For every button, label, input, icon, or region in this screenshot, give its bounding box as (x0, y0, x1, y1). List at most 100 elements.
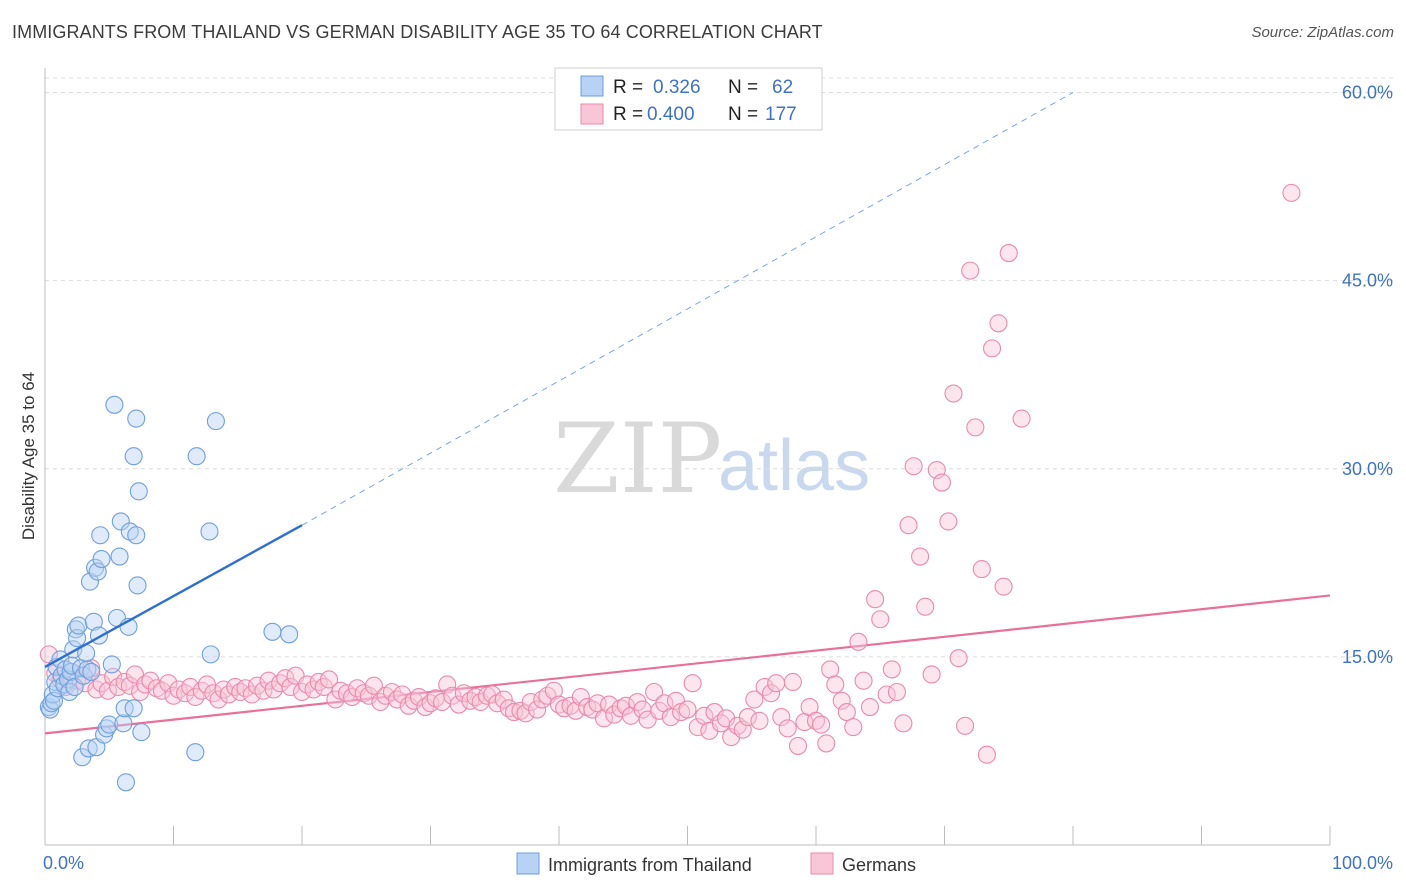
point-germans (544, 681, 563, 700)
point-germans (276, 669, 295, 688)
point-germans (882, 660, 901, 679)
point-thailand (110, 547, 129, 566)
point-germans (871, 610, 890, 629)
point-germans (887, 682, 907, 702)
point-germans (826, 675, 845, 694)
point-germans (812, 715, 831, 734)
point-germans (844, 718, 863, 737)
point-germans (761, 684, 781, 703)
point-germans (982, 339, 1002, 358)
x-tick-label: 100.0% (1332, 853, 1393, 873)
point-germans (504, 703, 524, 722)
point-thailand (132, 723, 151, 742)
point-thailand (82, 662, 101, 681)
point-germans (904, 457, 923, 476)
point-germans (977, 745, 996, 764)
point-germans (894, 714, 913, 733)
point-germans (645, 682, 664, 702)
point-germans (877, 685, 896, 704)
point-germans (922, 665, 941, 684)
point-germans (956, 716, 975, 735)
point-thailand (60, 682, 79, 702)
point-thailand (100, 715, 119, 734)
point-germans (98, 681, 118, 700)
point-thailand (114, 714, 133, 733)
point-germans (1282, 183, 1301, 202)
point-thailand (80, 572, 100, 591)
point-germans (688, 718, 707, 737)
y-axis-title: Disability Age 35 to 64 (19, 372, 38, 540)
point-thailand (91, 526, 110, 545)
point-germans (738, 708, 757, 727)
point-germans (750, 711, 769, 730)
point-germans (494, 690, 513, 709)
y-tick-label: 30.0% (1342, 459, 1393, 479)
stats-legend-n-value-2: 177 (765, 104, 797, 125)
point-thailand (124, 699, 143, 718)
point-germans (972, 560, 991, 579)
point-germans (745, 690, 764, 709)
point-germans (783, 672, 802, 692)
point-germans (516, 704, 535, 723)
stats-legend-r-label-1: R = (613, 77, 643, 98)
point-germans (209, 690, 228, 709)
point-germans (141, 671, 160, 690)
point-germans (454, 684, 473, 703)
point-thailand (69, 616, 88, 635)
trend-line-thailand-extension (301, 92, 1074, 526)
point-germans (438, 675, 457, 694)
point-germans (271, 674, 290, 693)
chart-source: Source: ZipAtlas.com (1251, 24, 1394, 41)
watermark-zip: ZIP (553, 403, 722, 515)
point-germans (949, 649, 968, 668)
trend-line-germans (44, 594, 1331, 735)
chart-title: IMMIGRANTS FROM THAILAND VS GERMAN DISAB… (12, 22, 823, 42)
point-thailand (105, 395, 124, 414)
point-germans (571, 687, 590, 707)
grid-lines (45, 77, 1393, 658)
trend-lines (44, 92, 1331, 735)
stats-legend-swatch-thailand (580, 75, 604, 97)
point-germans (778, 719, 797, 738)
x-ticks (173, 826, 1331, 845)
point-germans (999, 244, 1018, 263)
point-germans (483, 685, 502, 704)
point-germans (832, 691, 851, 710)
stats-legend: R = 0.326 N = 62 R = 0.400 N = 177 (554, 67, 823, 131)
point-germans (319, 670, 339, 689)
point-thailand (84, 612, 103, 631)
point-germans (705, 703, 724, 722)
legend-label-germans: Germans (842, 855, 916, 875)
point-germans (944, 384, 963, 403)
point-thailand (92, 550, 111, 569)
point-germans (120, 676, 139, 695)
point-thailand (186, 743, 205, 762)
point-germans (966, 418, 985, 437)
point-germans (772, 708, 791, 727)
point-germans (817, 734, 836, 753)
point-thailand (124, 447, 143, 466)
stats-legend-n-value-1: 62 (772, 77, 793, 98)
legend-label-thailand: Immigrants from Thailand (548, 855, 752, 875)
point-germans (1012, 409, 1031, 428)
series-thailand-points (39, 395, 303, 792)
stats-legend-r-label-2: R = (613, 104, 643, 125)
point-germans (939, 512, 958, 531)
point-thailand (280, 625, 299, 644)
legend-swatch-thailand (516, 852, 540, 875)
point-germans (354, 684, 373, 703)
point-germans (860, 697, 880, 717)
y-tick-label: 15.0% (1342, 647, 1393, 667)
point-germans (911, 547, 930, 566)
x-tick-labels: 0.0% 100.0% (43, 853, 1393, 873)
point-thailand (128, 576, 147, 595)
point-germans (849, 632, 868, 651)
point-germans (916, 597, 935, 616)
point-germans (899, 516, 918, 535)
point-thailand (127, 409, 146, 428)
point-germans (421, 694, 440, 713)
point-germans (678, 700, 697, 719)
series-germans-points (39, 183, 1301, 764)
point-thailand (201, 645, 220, 664)
